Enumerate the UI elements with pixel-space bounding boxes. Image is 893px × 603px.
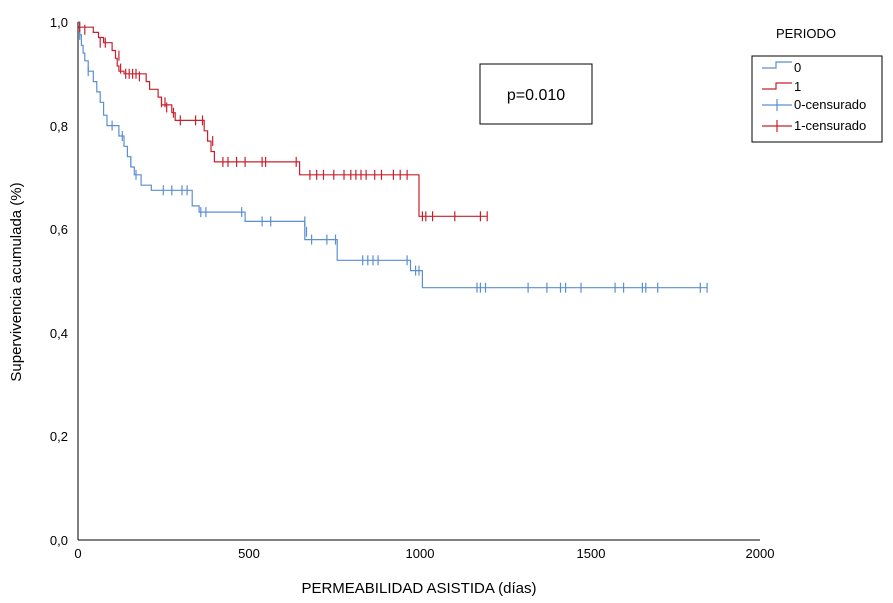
x-tick-label-3: 1500 bbox=[577, 546, 606, 561]
x-tick-label-2: 1000 bbox=[406, 546, 435, 561]
legend-label-0: 0 bbox=[794, 60, 801, 75]
plot-lines bbox=[78, 21, 708, 293]
series-0-line bbox=[78, 21, 708, 289]
p-value-box bbox=[479, 63, 593, 125]
p-value-text: p=0.010 bbox=[507, 87, 565, 104]
legend-label-1: 1 bbox=[794, 79, 801, 94]
x-tick-label-0: 0 bbox=[74, 546, 81, 561]
x-tick-label-4: 2000 bbox=[746, 546, 775, 561]
y-tick-label-5: 1,0 bbox=[50, 15, 68, 30]
y-tick-label-1: 0,2 bbox=[50, 429, 68, 444]
legend: PERIODO 0 1 0-censurado 1-censurado bbox=[751, 26, 883, 143]
x-axis-title: PERMEABILIDAD ASISTIDA (días) bbox=[301, 580, 536, 597]
legend-swatch-3 bbox=[762, 120, 792, 132]
y-tick-label-0: 0,0 bbox=[50, 533, 68, 548]
y-axis-title: Supervivencia acumulada (%) bbox=[8, 182, 25, 381]
y-tick-label-3: 0,6 bbox=[50, 222, 68, 237]
legend-swatch-2 bbox=[762, 99, 792, 111]
legend-box bbox=[751, 55, 883, 143]
y-tick-label-2: 0,4 bbox=[50, 326, 68, 341]
legend-title: PERIODO bbox=[776, 26, 836, 41]
legend-label-3: 1-censurado bbox=[794, 118, 866, 133]
x-tick-label-1: 500 bbox=[238, 546, 260, 561]
legend-swatch-0 bbox=[762, 61, 792, 69]
legend-label-2: 0-censurado bbox=[794, 97, 866, 112]
series-1-line bbox=[78, 26, 488, 217]
legend-swatch-1 bbox=[762, 82, 792, 90]
y-tick-label-4: 0,8 bbox=[50, 119, 68, 134]
